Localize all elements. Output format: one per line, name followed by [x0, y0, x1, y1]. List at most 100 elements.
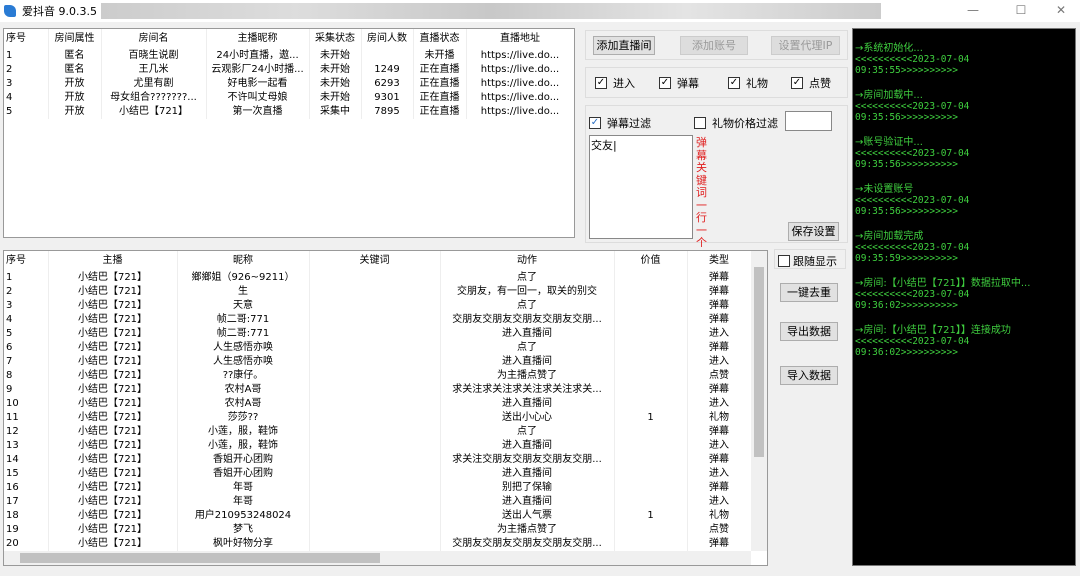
table-row[interactable]: 5 开放 小结巴【721】 第一次直播 采集中 7895 正在直播 https://live.…: [4, 105, 574, 119]
table-cell: 小结巴【721】: [48, 411, 178, 425]
column-header[interactable]: 序号: [4, 251, 49, 271]
table-row[interactable]: 11 小结巴【721】 莎莎?? 送出小心心 1 礼物: [4, 411, 752, 425]
table-cell: 进入直播间: [440, 439, 615, 453]
table-row[interactable]: 20 小结巴【721】 枫叶好物分享 交朋友交朋友交朋友交朋友交朋... 弹幕: [4, 537, 752, 551]
danmu-filter-checkbox[interactable]: ✓ 弹幕过滤: [589, 115, 651, 131]
table-row[interactable]: 15 小结巴【721】 香姐开心团购 进入直播间 进入: [4, 467, 752, 481]
column-header[interactable]: 主播昵称: [206, 29, 310, 49]
add-room-button[interactable]: 添加直播间: [593, 36, 655, 55]
table-row[interactable]: 4 开放 母女组合???????... 不许叫丈母娘 未开始 9301 正在直播 https:…: [4, 91, 574, 105]
table-cell: 正在直播: [413, 63, 467, 77]
add-account-button[interactable]: 添加账号: [680, 36, 748, 55]
table-cell: 采集中: [309, 105, 362, 119]
table-cell: 1249: [361, 63, 414, 77]
table-cell: [614, 299, 688, 313]
table-cell: 帧二哥:771: [177, 327, 310, 341]
column-header[interactable]: 昵称: [177, 251, 310, 271]
column-header[interactable]: 直播地址: [466, 29, 574, 49]
close-button[interactable]: ✕: [1055, 3, 1067, 17]
follow-group: [774, 249, 846, 269]
table-cell: 点了: [440, 341, 615, 355]
table-cell: [614, 467, 688, 481]
table-cell: 小结巴【721】: [48, 467, 178, 481]
table-cell: 3: [4, 77, 49, 91]
save-settings-button[interactable]: 保存设置: [788, 222, 839, 241]
gift-price-input[interactable]: [785, 111, 832, 131]
table-cell: 19: [4, 523, 49, 537]
log-time: <<<<<<<<<<2023-07-04 09:35:59>>>>>>>>>>: [855, 242, 970, 264]
column-header[interactable]: 价值: [614, 251, 688, 271]
follow-label: 跟随显示: [793, 255, 837, 268]
table-cell: [614, 383, 688, 397]
table-row[interactable]: 6 小结巴【721】 人生感悟亦唤 点了 弹幕: [4, 341, 752, 355]
table-cell: 好电影一起看: [206, 77, 310, 91]
column-header[interactable]: 房间属性: [48, 29, 102, 49]
log-entry: →房间加载中... <<<<<<<<<<2023-07-04 09:35:56>>…: [855, 86, 1073, 123]
import-button[interactable]: 导入数据: [780, 366, 838, 385]
column-header[interactable]: 主播: [48, 251, 178, 271]
log-time: <<<<<<<<<<2023-07-04 09:35:56>>>>>>>>>>: [855, 101, 970, 123]
scroll-thumb[interactable]: [20, 553, 380, 563]
type-checkbox-4[interactable]: ✓ 点赞: [791, 75, 831, 91]
column-header[interactable]: 动作: [440, 251, 615, 271]
scroll-thumb[interactable]: [754, 267, 764, 457]
table-cell: 农村A哥: [177, 397, 310, 411]
table-cell: 梦飞: [177, 523, 310, 537]
export-button[interactable]: 导出数据: [780, 322, 838, 341]
table-cell: 进入直播间: [440, 495, 615, 509]
column-header[interactable]: 直播状态: [413, 29, 467, 49]
gift-filter-checkbox[interactable]: 礼物价格过滤: [694, 115, 778, 131]
table-row[interactable]: 4 小结巴【721】 帧二哥:771 交朋友交朋友交朋友交朋友交朋... 弹幕: [4, 313, 752, 327]
table-cell: [614, 439, 688, 453]
table-row[interactable]: 9 小结巴【721】 农村A哥 求关注求关注求关注求关注求关... 弹幕: [4, 383, 752, 397]
table-cell: 10: [4, 397, 49, 411]
table-row[interactable]: 7 小结巴【721】 人生感悟亦唤 进入直播间 进入: [4, 355, 752, 369]
column-header[interactable]: 关键词: [309, 251, 441, 271]
table-row[interactable]: 10 小结巴【721】 农村A哥 进入直播间 进入: [4, 397, 752, 411]
type-checkbox-3[interactable]: ✓ 礼物: [728, 75, 768, 91]
column-header[interactable]: 类型: [687, 251, 752, 271]
events-table[interactable]: 序号 主播 昵称 关键词 动作 价值 类型 1 小结巴【721】 鄉鄉姐（926~9211） 点了弹…: [3, 250, 768, 566]
table-row[interactable]: 14 小结巴【721】 香姐开心团购 求关注交朋友交朋友交朋友交朋... 弹幕: [4, 453, 752, 467]
column-header[interactable]: 采集状态: [309, 29, 362, 49]
table-cell: 3: [4, 299, 49, 313]
table-row[interactable]: 12 小结巴【721】 小莲，服，鞋饰 点了 弹幕: [4, 425, 752, 439]
log-message: →房间:【小结巴【721】】数据拉取中...: [855, 278, 1031, 289]
column-header[interactable]: 序号: [4, 29, 49, 49]
horizontal-scrollbar[interactable]: [4, 551, 751, 565]
minimize-button[interactable]: —: [967, 3, 979, 17]
table-row[interactable]: 13 小结巴【721】 小莲，服，鞋饰 进入直播间 进入: [4, 439, 752, 453]
table-cell: https://live.do...: [466, 49, 574, 63]
type-checkbox-1[interactable]: ✓ 进入: [595, 75, 635, 91]
table-cell: 弹幕: [687, 271, 752, 285]
set-proxy-button[interactable]: 设置代理IP: [771, 36, 840, 55]
table-row[interactable]: 18 小结巴【721】 用户210953248024 送出人气票 1 礼物: [4, 509, 752, 523]
rooms-table[interactable]: 序号 房间属性 房间名 主播昵称 采集状态 房间人数 直播状态 直播地址 1 匿名 百晓生说剧 24小…: [3, 28, 575, 238]
table-cell: 小结巴【721】: [48, 509, 178, 523]
table-cell: [309, 341, 441, 355]
follow-checkbox[interactable]: 跟随显示: [778, 253, 837, 269]
table-row[interactable]: 19 小结巴【721】 梦飞 为主播点赞了 点赞: [4, 523, 752, 537]
table-row[interactable]: 1 匿名 百晓生说剧 24小时直播，遨... 未开始 未开播 https://live.do…: [4, 49, 574, 63]
table-row[interactable]: 2 小结巴【721】生 交朋友，有一回一，取关的别交 弹幕: [4, 285, 752, 299]
type-label: 进入: [613, 77, 635, 90]
table-row[interactable]: 3 开放 尤里有剧 好电影一起看 未开始 6293 正在直播 https://live.do.…: [4, 77, 574, 91]
table-row[interactable]: 5 小结巴【721】 帧二哥:771 进入直播间 进入: [4, 327, 752, 341]
table-row[interactable]: 17 小结巴【721】 年哥 进入直播间 进入: [4, 495, 752, 509]
table-cell: [614, 285, 688, 299]
table-cell: 1: [4, 271, 49, 285]
table-cell: 礼物: [687, 509, 752, 523]
maximize-button[interactable]: ☐: [1015, 3, 1027, 17]
dedupe-button[interactable]: 一键去重: [780, 283, 838, 302]
keywords-textarea[interactable]: 交友|: [589, 135, 693, 239]
table-cell: [309, 383, 441, 397]
table-row[interactable]: 8 小结巴【721】 ??康仔。 为主播点赞了 点赞: [4, 369, 752, 383]
table-row[interactable]: 1 小结巴【721】 鄉鄉姐（926~9211） 点了 弹幕: [4, 271, 752, 285]
table-row[interactable]: 3 小结巴【721】 天意 点了 弹幕: [4, 299, 752, 313]
table-row[interactable]: 2 匿名 王几米 云观影厂24小时播... 未开始 1249 正在直播 https://liv…: [4, 63, 574, 77]
column-header[interactable]: 房间名: [101, 29, 207, 49]
type-checkbox-2[interactable]: ✓ 弹幕: [659, 75, 699, 91]
column-header[interactable]: 房间人数: [361, 29, 414, 49]
table-row[interactable]: 16 小结巴【721】 年哥 别把了保输 弹幕: [4, 481, 752, 495]
vertical-scrollbar[interactable]: [751, 251, 767, 551]
